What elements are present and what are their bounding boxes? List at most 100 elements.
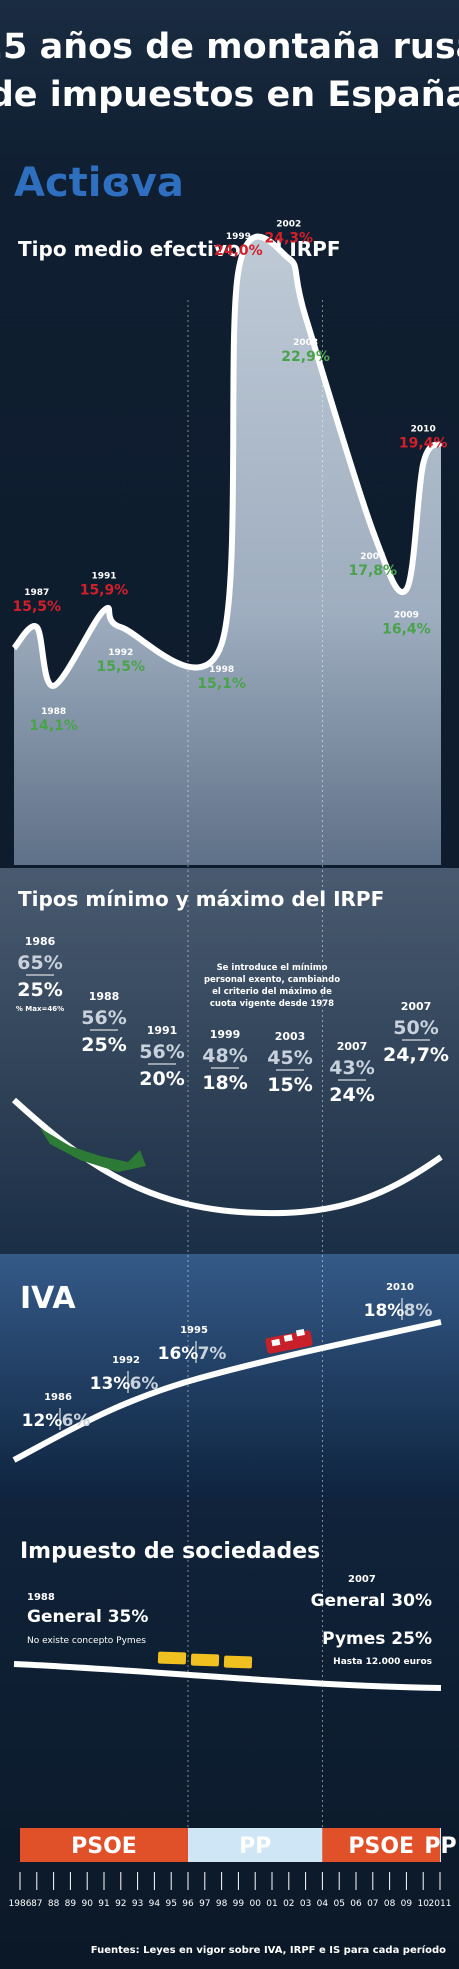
sociedades-right-pymes: Pymes 25% <box>322 1629 432 1649</box>
iva-panel <box>0 1254 459 1498</box>
irpf-year-1988: 1988 <box>41 707 66 717</box>
sources-note: Fuentes: Leyes en vigor sobre IVA, IRPF … <box>91 1944 446 1956</box>
year-label-8: 94 <box>149 1899 161 1909</box>
party-label-0: PSOE <box>71 1834 137 1859</box>
irpf-value-1999: 24,0% <box>214 243 263 259</box>
irpf-point-1987 <box>34 624 40 630</box>
year-axis: 1986 87 88 89 90 91 92 93 94 95 96 97 98 99 00 01 02 03 04… <box>9 1872 452 1909</box>
year-label-20: 06 <box>350 1899 362 1909</box>
irpf-minmax-section: Tipos mínimo y máximo del IRPF Se introd… <box>0 868 459 1254</box>
minmax-year-6: 2007 <box>401 1000 432 1013</box>
yellow-cars <box>157 1651 253 1669</box>
minmax-max-3: 48% <box>202 1045 247 1067</box>
year-label-2: 88 <box>48 1899 60 1909</box>
sociedades-right-general: General 30% <box>311 1591 432 1611</box>
year-label-4: 90 <box>81 1899 93 1909</box>
iva-general-1995: 16% <box>158 1344 199 1364</box>
note-line-2: el criterio del máximo de <box>212 987 332 997</box>
note-line-0: Se introduce el mínimo <box>217 963 328 973</box>
irpf-point-2002 <box>286 255 292 261</box>
irpf-value-2010: 19,4% <box>399 436 448 452</box>
year-label-6: 92 <box>115 1899 126 1909</box>
irpf-minmax-title: Tipos mínimo y máximo del IRPF <box>18 887 384 911</box>
year-label-1: 87 <box>31 1899 42 1909</box>
iva-general-2010: 18% <box>364 1301 405 1321</box>
party-label-2: PSOE <box>348 1834 414 1859</box>
iva-reduced-1992: 6% <box>130 1374 159 1394</box>
sociedades-left-general: General 35% <box>27 1607 148 1627</box>
brand-logo: Actiɞva <box>14 160 184 206</box>
irpf-year-1998: 1998 <box>209 665 234 675</box>
sociedades-title: Impuesto de sociedades <box>20 1539 320 1564</box>
irpf-value-2009: 16,4% <box>382 621 431 637</box>
party-block-0 <box>20 1828 188 1862</box>
irpf-value-1991: 15,9% <box>80 582 129 598</box>
iva-general-1992: 13% <box>90 1374 131 1394</box>
minmax-year-5: 2007 <box>337 1040 368 1053</box>
irpf-point-2007 <box>370 528 376 534</box>
irpf-point-2003 <box>303 314 309 320</box>
irpf-value-1998: 15,1% <box>197 676 246 692</box>
party-block-1 <box>188 1828 323 1862</box>
irpf-year-2007: 2007 <box>360 552 385 562</box>
iva-year-1992: 1992 <box>112 1355 140 1366</box>
roller-coaster-car <box>265 1328 313 1354</box>
minmax-extra-0: % Max=46% <box>16 1005 64 1013</box>
irpf-point-1988 <box>51 683 57 689</box>
iva-reduced-1995: 7% <box>198 1344 227 1364</box>
sociedades-left-note: No existe concepto Pymes <box>27 1636 146 1646</box>
party-label-1: PP <box>239 1834 271 1859</box>
iva-reduced-2010: 8% <box>404 1301 433 1321</box>
year-label-5: 91 <box>98 1899 109 1909</box>
iva-title: IVA <box>20 1281 76 1316</box>
header: 25 años de montaña rusa de impuestos en … <box>0 27 459 206</box>
irpf-year-2009: 2009 <box>394 610 419 620</box>
irpf-value-2002: 24,3% <box>265 230 314 246</box>
year-label-18: 04 <box>317 1899 329 1909</box>
dragon-car <box>40 1128 146 1172</box>
irpf-minmax-values: 1986 65% 25% % Max=46% 1988 56% 25% 1991 56% 20% 1… <box>16 935 449 1172</box>
year-label-17: 03 <box>300 1899 311 1909</box>
irpf-year-1992: 1992 <box>108 648 133 658</box>
irpf-average-points <box>34 255 426 689</box>
irpf-value-2007: 17,8% <box>349 563 398 579</box>
irpf-point-1991 <box>101 607 107 613</box>
year-label-13: 99 <box>233 1899 245 1909</box>
minmax-year-1: 1988 <box>89 990 120 1003</box>
year-label-0: 1986 <box>9 1899 32 1909</box>
minmax-year-3: 1999 <box>210 1028 241 1041</box>
sociedades-left-year: 1988 <box>27 1592 55 1603</box>
year-label-21: 07 <box>367 1899 378 1909</box>
year-label-19: 05 <box>333 1899 344 1909</box>
sociedades-right-note: Hasta 12.000 euros <box>333 1657 432 1667</box>
year-label-23: 09 <box>401 1899 413 1909</box>
minmax-max-0: 65% <box>17 952 62 974</box>
irpf-minmax-note: Se introduce el mínimo personal exento, c… <box>204 963 340 1009</box>
year-label-3: 89 <box>65 1899 77 1909</box>
irpf-value-1987: 15,5% <box>13 599 62 615</box>
minmax-year-2: 1991 <box>147 1024 178 1037</box>
year-label-14: 00 <box>249 1899 261 1909</box>
irpf-year-2010: 2010 <box>411 425 436 435</box>
sociedades-track <box>13 1661 442 1691</box>
iva-reduced-1986: 6% <box>62 1411 91 1431</box>
minmax-min-6: 24,7% <box>383 1044 449 1066</box>
iva-general-1986: 12% <box>22 1411 63 1431</box>
irpf-value-1992: 15,5% <box>97 659 146 675</box>
title-line-1: 25 años de montaña rusa <box>0 27 459 67</box>
minmax-min-3: 18% <box>202 1072 247 1094</box>
iva-track <box>12 1319 442 1463</box>
minmax-max-4: 45% <box>267 1047 312 1069</box>
sociedades-section: Impuesto de sociedades 1988 General 35% … <box>13 1539 442 1691</box>
irpf-year-1999: 1999 <box>226 232 251 242</box>
note-line-1: personal exento, cambiando <box>204 975 340 985</box>
party-label-3: PP <box>424 1834 456 1859</box>
party-block-3 <box>440 1828 441 1862</box>
year-label-11: 97 <box>199 1899 210 1909</box>
year-label-24: 10 <box>417 1899 429 1909</box>
year-label-25: 2011 <box>429 1899 452 1909</box>
